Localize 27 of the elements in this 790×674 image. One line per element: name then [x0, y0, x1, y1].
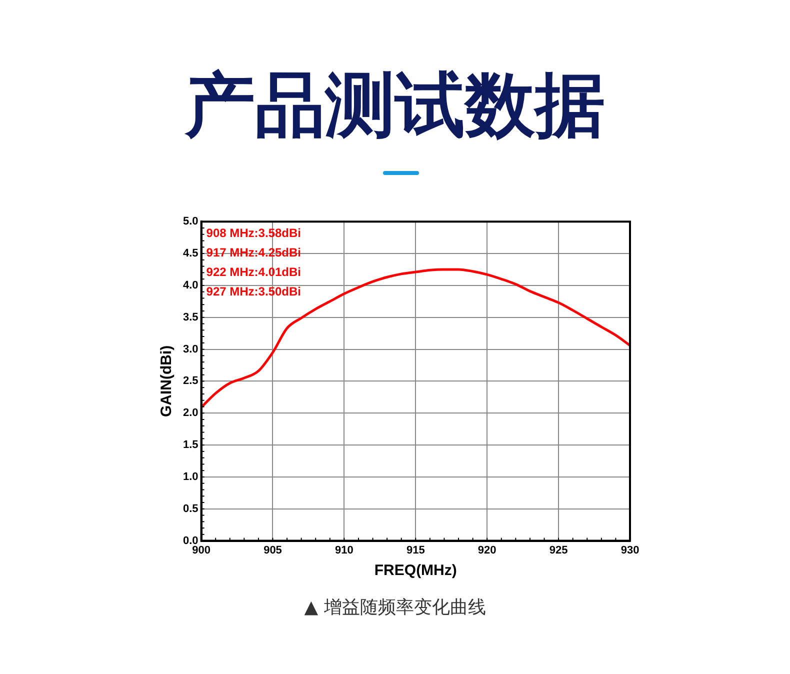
x-tick-label: 910 [335, 544, 354, 556]
annotation: 927 MHz:3.50dBi [206, 284, 301, 298]
y-tick-label: 2.5 [182, 375, 198, 388]
y-axis-title: GAIN(dBi) [158, 345, 176, 418]
y-tick-label: 4.0 [182, 279, 198, 292]
y-tick-label: 2.0 [182, 407, 198, 420]
annotation: 908 MHz:3.58dBi [206, 226, 301, 240]
y-tick-label: 3.5 [182, 311, 198, 324]
y-tick-label: 1.5 [182, 439, 198, 452]
x-tick-label: 930 [620, 544, 640, 556]
annotation: 917 MHz:4.25dBi [206, 245, 301, 260]
y-tick-label: 1.0 [182, 470, 198, 483]
x-tick-label: 905 [264, 544, 282, 556]
y-tick-label: 0.0 [182, 534, 198, 547]
chart-title: 产品测试数据 [184, 63, 606, 148]
x-tick-label: 900 [192, 544, 210, 556]
x-tick-label: 925 [549, 544, 568, 556]
line-series [201, 268, 630, 409]
annotation: 922 MHz:4.01dBi [206, 264, 301, 279]
x-tick-label: 915 [406, 544, 425, 556]
x-tick-label: 920 [478, 544, 496, 556]
text: ▲ 增益随频率变化曲线 [303, 596, 487, 619]
y-tick-label: 0.5 [182, 502, 198, 515]
y-tick-label: 4.5 [182, 248, 198, 260]
y-tick-label: 5.0 [182, 216, 198, 228]
y-tick-label: 3.0 [182, 343, 198, 356]
x-axis-title: FREQ(MHz) [374, 562, 457, 580]
